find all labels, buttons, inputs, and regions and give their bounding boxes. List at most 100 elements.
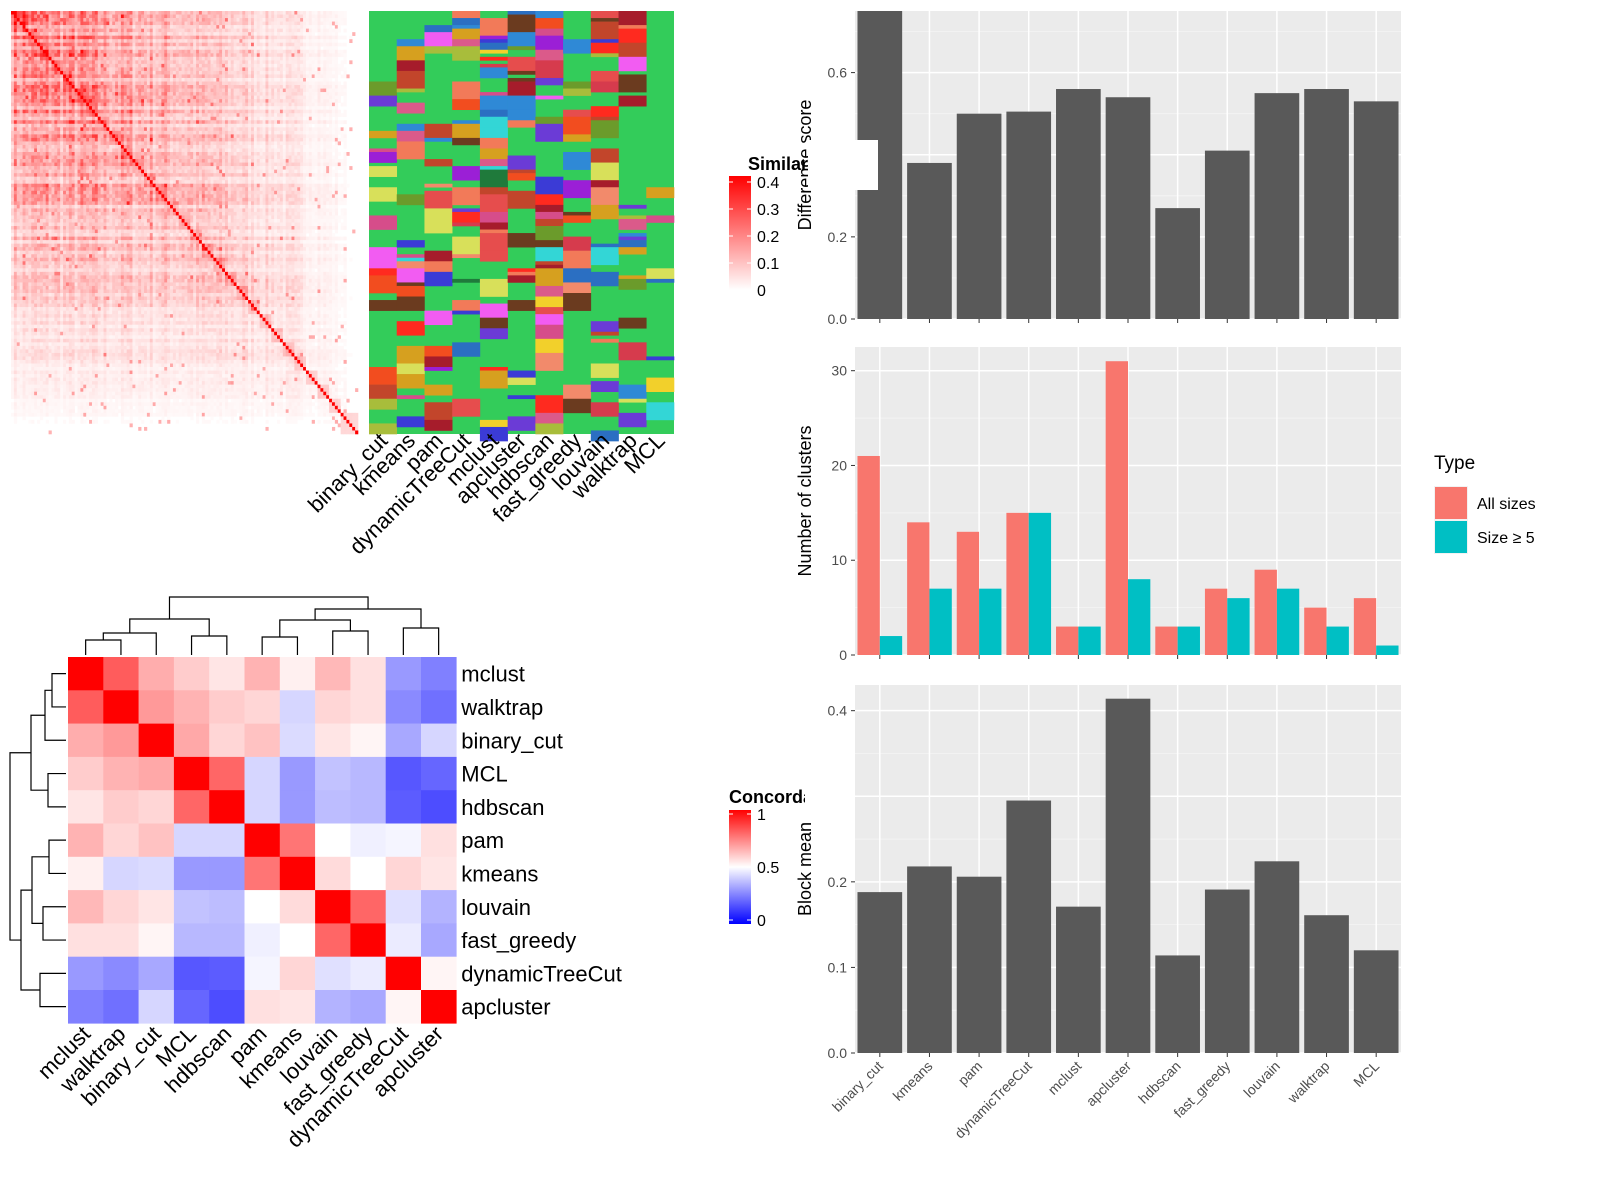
heatmap-cell bbox=[146, 56, 151, 61]
heatmap-cell bbox=[305, 102, 310, 107]
heatmap-cell bbox=[314, 99, 318, 103]
heatmap-cell bbox=[297, 49, 301, 54]
heatmap-cell bbox=[158, 35, 162, 40]
heatmap-cell bbox=[210, 159, 214, 163]
heatmap-cell bbox=[201, 130, 206, 135]
heatmap-cell bbox=[161, 39, 165, 44]
heatmap-cell bbox=[71, 152, 75, 156]
heatmap-cell bbox=[106, 18, 110, 22]
heatmap-cell bbox=[303, 63, 307, 68]
heatmap-cell bbox=[245, 14, 249, 19]
heatmap-cell bbox=[167, 77, 171, 82]
heatmap-cell bbox=[259, 95, 263, 100]
heatmap-cell bbox=[178, 113, 182, 118]
heatmap-cell bbox=[74, 81, 78, 86]
heatmap-cell bbox=[207, 127, 211, 132]
heatmap-cell bbox=[109, 53, 113, 58]
heatmap-cell bbox=[115, 152, 119, 156]
heatmap-cell bbox=[42, 21, 46, 26]
heatmap-cell bbox=[242, 35, 246, 40]
heatmap-cell bbox=[308, 109, 313, 114]
heatmap-cell bbox=[279, 32, 284, 36]
heatmap-cell bbox=[11, 18, 15, 22]
heatmap-cell bbox=[294, 88, 298, 93]
heatmap-cell bbox=[25, 144, 29, 149]
heatmap-cell bbox=[161, 70, 165, 75]
heatmap-cell bbox=[123, 81, 127, 86]
heatmap-cell bbox=[337, 53, 341, 58]
heatmap-cell bbox=[251, 85, 255, 89]
heatmap-cell bbox=[305, 127, 310, 132]
heatmap-cell bbox=[39, 159, 44, 163]
heatmap-cell bbox=[71, 159, 75, 163]
heatmap-cell bbox=[112, 11, 116, 15]
heatmap-cell bbox=[103, 113, 107, 118]
heatmap-cell bbox=[103, 53, 107, 58]
heatmap-cell bbox=[239, 130, 243, 135]
heatmap-cell bbox=[268, 14, 272, 19]
heatmap-cell bbox=[326, 92, 330, 96]
heatmap-cell bbox=[274, 99, 278, 103]
heatmap-cell bbox=[135, 63, 139, 68]
heatmap-cell bbox=[343, 99, 347, 103]
heatmap-cell bbox=[230, 85, 234, 89]
heatmap-cell bbox=[230, 88, 234, 93]
heatmap-cell bbox=[233, 127, 237, 132]
heatmap-cell bbox=[279, 74, 284, 79]
heatmap-cell bbox=[291, 81, 295, 86]
heatmap-cell bbox=[25, 159, 29, 163]
heatmap-cell bbox=[219, 130, 223, 135]
heatmap-cell bbox=[219, 39, 223, 44]
heatmap-cell bbox=[311, 70, 315, 75]
heatmap-cell bbox=[161, 28, 165, 33]
heatmap-cell bbox=[277, 28, 281, 33]
heatmap-cell bbox=[141, 60, 145, 65]
heatmap-cell bbox=[256, 99, 260, 103]
heatmap-cell bbox=[279, 127, 284, 132]
heatmap-cell bbox=[129, 130, 133, 135]
heatmap-cell bbox=[317, 155, 321, 160]
heatmap-cell bbox=[45, 162, 49, 167]
heatmap-cell bbox=[42, 25, 46, 29]
heatmap-cell bbox=[39, 123, 44, 128]
heatmap-cell bbox=[89, 81, 93, 86]
heatmap-cell bbox=[308, 63, 313, 68]
heatmap-cell bbox=[34, 25, 38, 29]
heatmap-cell bbox=[129, 49, 133, 54]
heatmap-cell bbox=[112, 155, 116, 160]
heatmap-cell bbox=[89, 49, 93, 54]
heatmap-cell bbox=[155, 137, 159, 142]
heatmap-cell bbox=[311, 11, 315, 15]
heatmap-cell bbox=[126, 95, 130, 100]
heatmap-cell bbox=[25, 116, 29, 121]
heatmap-cell bbox=[16, 92, 20, 96]
heatmap-cell bbox=[181, 155, 185, 160]
heatmap-cell bbox=[323, 67, 327, 72]
heatmap-cell bbox=[329, 113, 333, 118]
heatmap-cell bbox=[213, 28, 217, 33]
heatmap-cell bbox=[233, 95, 237, 100]
heatmap-cell bbox=[323, 63, 327, 68]
heatmap-cell bbox=[13, 148, 18, 153]
heatmap-cell bbox=[39, 35, 44, 40]
heatmap-cell bbox=[253, 134, 258, 139]
heatmap-cell bbox=[115, 102, 119, 107]
heatmap-cell bbox=[253, 11, 258, 15]
heatmap-cell bbox=[227, 28, 232, 33]
heatmap-cell bbox=[106, 67, 110, 72]
heatmap-cell bbox=[28, 155, 32, 160]
heatmap-cell bbox=[320, 123, 324, 128]
heatmap-cell bbox=[253, 95, 258, 100]
heatmap-cell bbox=[97, 49, 101, 54]
heatmap-cell bbox=[100, 25, 104, 29]
heatmap-cell bbox=[57, 32, 61, 36]
heatmap-cell bbox=[97, 137, 101, 142]
heatmap-cell bbox=[155, 106, 159, 110]
heatmap-cell bbox=[277, 99, 281, 103]
heatmap-cell bbox=[259, 155, 263, 160]
heatmap-cell bbox=[141, 35, 145, 40]
heatmap-cell bbox=[172, 28, 177, 33]
heatmap-cell bbox=[51, 137, 55, 142]
heatmap-cell bbox=[262, 137, 266, 142]
heatmap-cell bbox=[109, 116, 113, 121]
